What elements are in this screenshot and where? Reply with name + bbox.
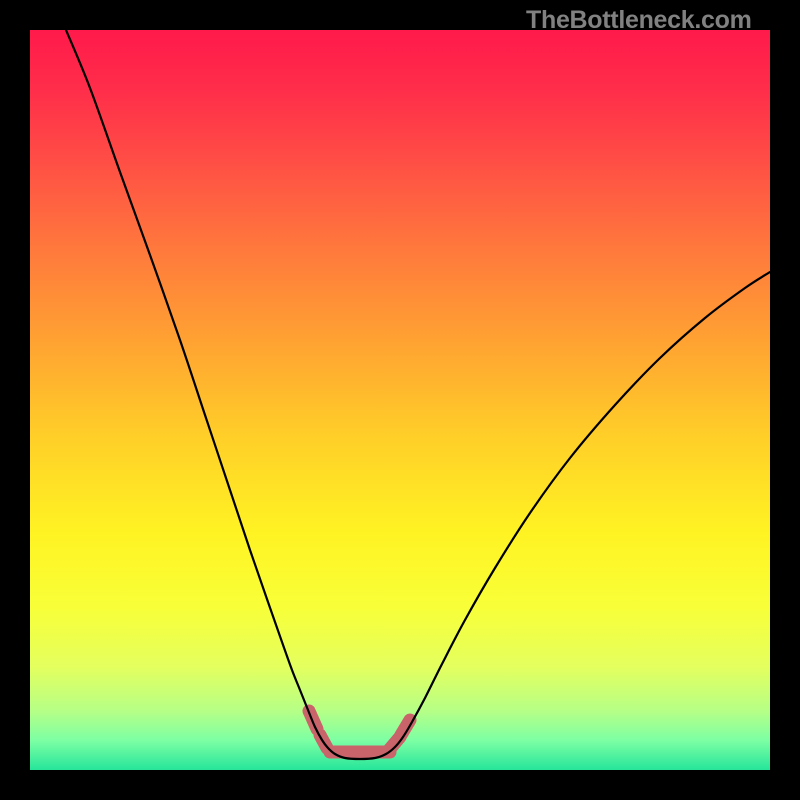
watermark-label: TheBottleneck.com [526,6,752,35]
bottleneck-chart [0,0,800,800]
chart-gradient-bg [30,30,770,770]
